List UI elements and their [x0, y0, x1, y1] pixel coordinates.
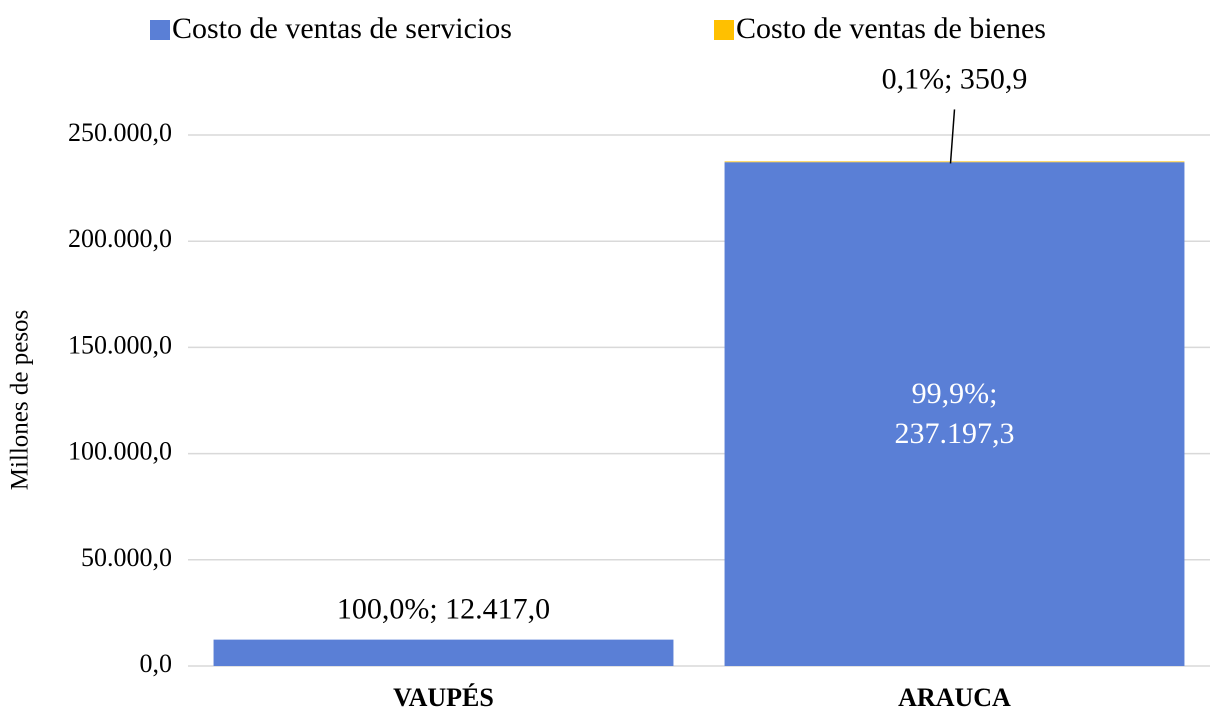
y-tick-label: 150.000,0 — [68, 330, 172, 359]
legend-swatch — [714, 20, 734, 40]
y-tick-label: 200.000,0 — [68, 224, 172, 253]
y-axis-title: Millones de pesos — [7, 310, 34, 491]
data-label: 0,1%; 350,9 — [882, 62, 1028, 95]
bar-segment — [724, 162, 1185, 666]
y-tick-label: 100.000,0 — [68, 437, 172, 466]
x-tick-label: ARAUCA — [898, 683, 1011, 712]
leader-line — [949, 109, 956, 164]
y-tick-label: 0,0 — [140, 649, 173, 678]
y-tick-label: 50.000,0 — [81, 543, 172, 572]
legend-label: Costo de ventas de bienes — [736, 12, 1046, 45]
data-label: 99,9%; 237.197,3 — [895, 377, 1015, 450]
x-tick-label: VAUPÉS — [393, 683, 494, 712]
y-tick-label: 250.000,0 — [68, 118, 172, 147]
data-label: 100,0%; 12.417,0 — [337, 593, 550, 626]
legend-label: Costo de ventas de servicios — [172, 12, 512, 45]
bar-segment — [724, 161, 1185, 163]
legend-swatch — [150, 20, 170, 40]
bar-segment — [213, 639, 674, 666]
